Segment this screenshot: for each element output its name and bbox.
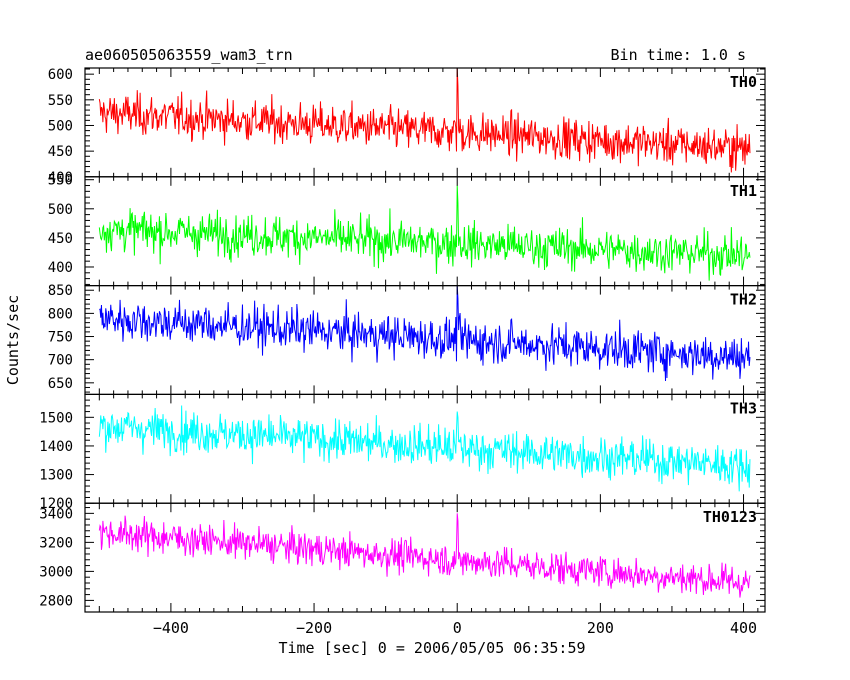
panels-group: 400 450 500 550 600 TH0 400 450 500 550 TH1 650 700 7… <box>39 67 766 637</box>
y-tick-label: 2800 <box>39 593 73 609</box>
series-label-th3: TH3 <box>730 399 757 417</box>
panel-th2: 650 700 750 800 850 TH2 <box>48 283 766 396</box>
x-tick-label: 400 <box>730 619 757 637</box>
y-axis-label: Counts/sec <box>4 295 22 385</box>
panel-th3: 1200 1300 1400 1500 TH3 <box>39 393 766 512</box>
series-line-th1 <box>98 185 751 281</box>
panel-th1: 400 450 500 550 TH1 <box>48 173 766 287</box>
y-tick-label: 550 <box>48 93 73 109</box>
x-axis-label: Time [sec] 0 = 2006/05/05 06:35:59 <box>278 639 585 657</box>
x-tick-label: −400 <box>153 619 189 637</box>
panel-th0: 400 450 500 550 600 TH0 <box>48 67 766 186</box>
bin-time-label: Bin time: 1.0 s <box>611 46 746 64</box>
series-label-th1: TH1 <box>730 182 757 200</box>
y-tick-label: 3400 <box>39 506 73 522</box>
y-tick-label: 1300 <box>39 468 73 484</box>
y-tick-label: 1400 <box>39 439 73 455</box>
series-line-th0 <box>98 68 751 173</box>
chart-title: ae060505063559_wam3_trn <box>85 46 293 64</box>
y-tick-label: 750 <box>48 330 73 346</box>
y-tick-label: 650 <box>48 376 73 392</box>
series-line-th0123 <box>98 513 751 598</box>
y-tick-label: 800 <box>48 306 73 322</box>
series-line-th3 <box>98 405 751 492</box>
y-tick-label: 3000 <box>39 564 73 580</box>
y-tick-label: 600 <box>48 67 73 83</box>
panel-th0123: 2800 3000 3200 3400 TH0123 <box>39 502 766 613</box>
y-tick-label: 550 <box>48 173 73 189</box>
x-tick-label: 0 <box>453 619 462 637</box>
y-tick-label: 500 <box>48 118 73 134</box>
y-tick-label: 500 <box>48 202 73 218</box>
series-label-th2: TH2 <box>730 291 757 309</box>
series-label-th0123: TH0123 <box>703 508 757 526</box>
y-tick-label: 850 <box>48 283 73 299</box>
y-tick-label: 400 <box>48 170 73 186</box>
x-tick-label: 200 <box>587 619 614 637</box>
series-line-th2 <box>99 285 751 382</box>
y-tick-label: 400 <box>48 260 73 276</box>
y-tick-label: 450 <box>48 231 73 247</box>
y-tick-label: 1500 <box>39 410 73 426</box>
y-tick-label: 1200 <box>39 496 73 512</box>
y-tick-label: 450 <box>48 144 73 160</box>
series-label-th0: TH0 <box>730 73 757 91</box>
panel-frame <box>84 502 766 613</box>
y-tick-label: 700 <box>48 353 73 369</box>
y-tick-label: 3200 <box>39 535 73 551</box>
x-tick-label: −200 <box>296 619 332 637</box>
